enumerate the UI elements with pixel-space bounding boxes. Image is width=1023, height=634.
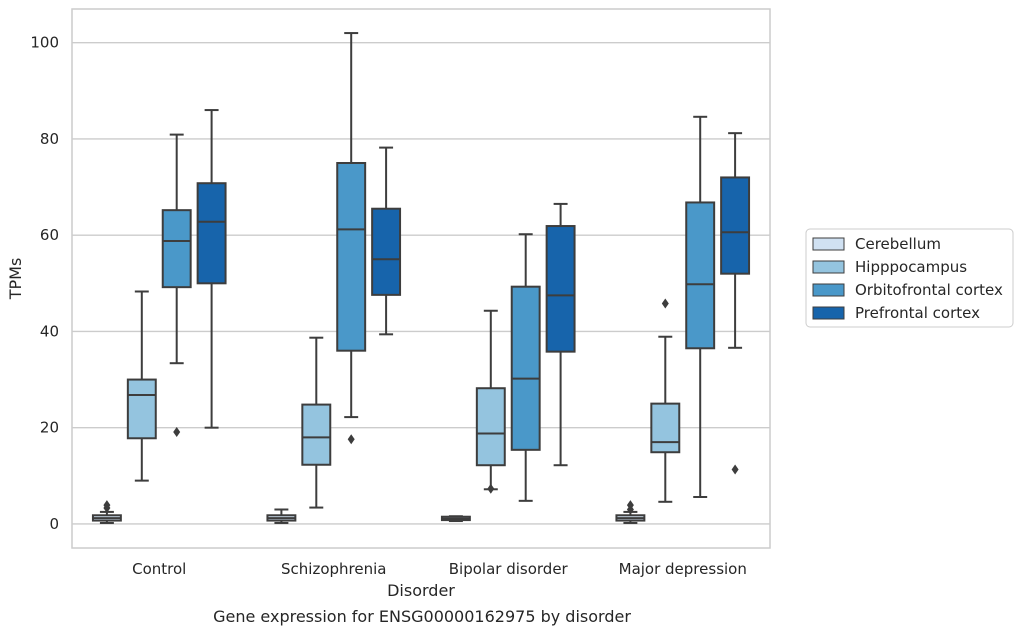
- box: [440, 515, 471, 523]
- outlier-point: [661, 298, 669, 309]
- legend-entry: Orbitofrontal cortex: [855, 281, 1003, 299]
- y-tick-label: 80: [40, 130, 59, 148]
- iqr-box: [371, 207, 402, 296]
- plot-frame: [71, 8, 771, 549]
- box: [336, 32, 367, 445]
- y-tick-label: 20: [40, 419, 59, 437]
- outlier-point: [731, 464, 739, 475]
- y-tick-label: 60: [40, 226, 59, 244]
- chart-caption: Gene expression for ENSG00000162975 by d…: [213, 607, 631, 626]
- x-tick-label: Major depression: [619, 560, 747, 578]
- box: [475, 309, 506, 494]
- box: [91, 500, 122, 524]
- box: [371, 146, 402, 336]
- x-tick-label: Bipolar disorder: [449, 560, 569, 578]
- box: [720, 132, 751, 475]
- iqr-box: [475, 387, 506, 467]
- legend-frame: [805, 228, 1014, 328]
- iqr-box: [685, 201, 716, 350]
- outlier-point: [347, 434, 355, 445]
- iqr-box: [510, 285, 541, 451]
- outlier-point: [626, 500, 634, 511]
- legend-entry: Hipppocampus: [855, 258, 967, 276]
- legend-swatch: [812, 237, 845, 251]
- y-tick-label: 0: [49, 515, 59, 533]
- box: [545, 202, 576, 467]
- box-plot-series: [91, 32, 751, 524]
- iqr-box: [161, 209, 192, 289]
- x-axis-label: Disorder: [387, 581, 455, 600]
- iqr-box: [196, 182, 227, 285]
- iqr-box: [545, 225, 576, 353]
- legend-swatch: [812, 260, 845, 274]
- box: [510, 233, 541, 502]
- box: [301, 336, 332, 509]
- x-tick-label: Schizophrenia: [281, 560, 386, 578]
- legend: Cerebellum Hipppocampus Orbitofrontal cort…: [805, 228, 1014, 328]
- box: [685, 115, 716, 498]
- iqr-box: [650, 402, 681, 454]
- legend-entry: Cerebellum: [855, 235, 941, 253]
- outlier-point: [103, 500, 111, 511]
- legend-swatch: [812, 283, 845, 297]
- outlier-point: [487, 483, 495, 494]
- box: [650, 298, 681, 503]
- y-axis-ticks: 0 20 40 60 80 100: [30, 34, 59, 533]
- box: [615, 500, 646, 524]
- box: [161, 133, 192, 438]
- x-tick-label: Control: [132, 560, 186, 578]
- legend-entry: Prefrontal cortex: [855, 304, 980, 322]
- y-tick-label: 100: [30, 34, 59, 52]
- y-tick-label: 40: [40, 322, 59, 340]
- x-axis-ticks: Control Schizophrenia Bipolar disorder Majo…: [132, 560, 747, 578]
- iqr-box: [126, 378, 157, 440]
- box: [266, 508, 297, 524]
- iqr-box: [301, 403, 332, 466]
- y-axis-label: TPMs: [6, 258, 25, 301]
- legend-swatch: [812, 306, 845, 320]
- iqr-box: [720, 176, 751, 275]
- box: [126, 290, 157, 482]
- outlier-point: [173, 427, 181, 438]
- box: [196, 109, 227, 429]
- iqr-box: [336, 162, 367, 352]
